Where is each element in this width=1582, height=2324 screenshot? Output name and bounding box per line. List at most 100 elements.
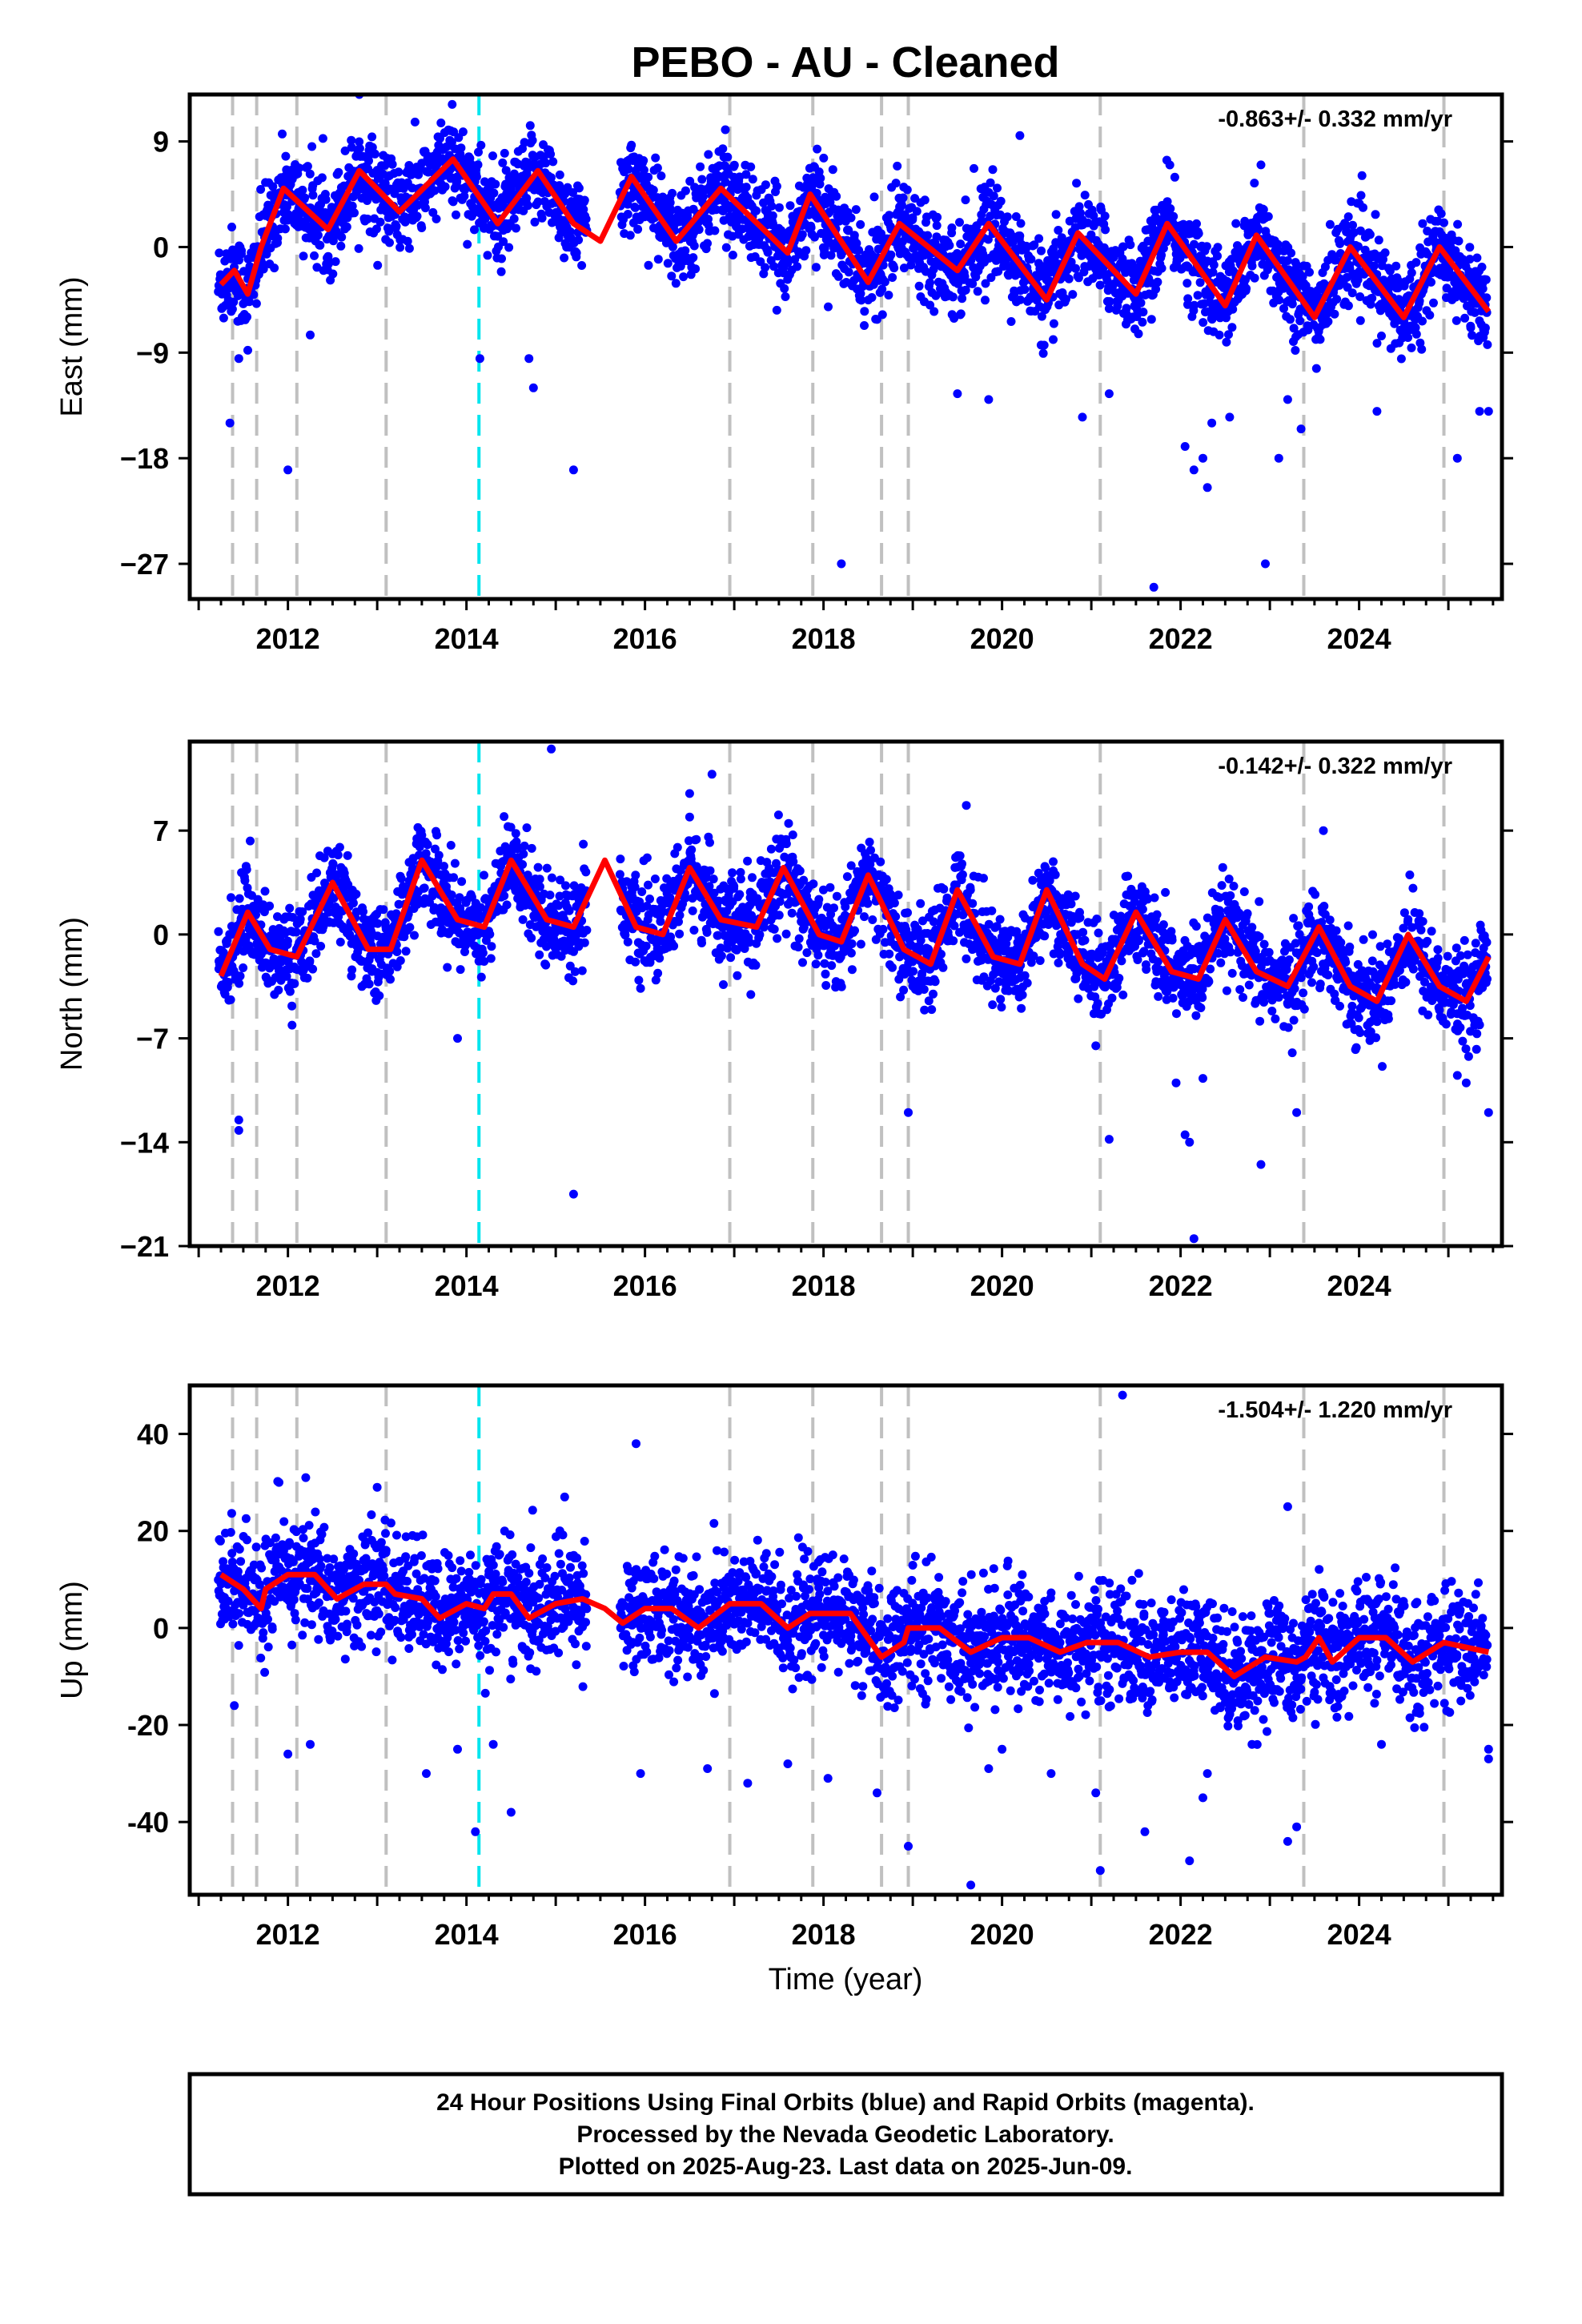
east-point: [797, 230, 807, 239]
north-point: [950, 921, 959, 931]
north-point: [527, 843, 536, 853]
east-point: [1391, 261, 1401, 271]
north-point: [379, 905, 388, 915]
north-point: [705, 838, 714, 847]
east-outlier-point: [243, 345, 252, 355]
east-point: [1072, 179, 1082, 188]
east-point: [981, 279, 990, 288]
north-point: [697, 939, 706, 947]
east-point: [651, 153, 661, 163]
north-point: [769, 924, 779, 934]
east-point: [474, 147, 483, 157]
east-point: [1396, 354, 1406, 364]
east-point: [681, 246, 690, 255]
east-point: [1136, 298, 1146, 308]
east-point: [806, 223, 816, 232]
east-point: [1355, 316, 1365, 325]
east-point: [480, 177, 489, 187]
north-point: [893, 891, 903, 900]
east-point: [729, 160, 739, 170]
east-point: [385, 238, 394, 247]
north-point: [729, 882, 739, 891]
east-point: [1118, 254, 1127, 263]
north-point: [476, 972, 486, 982]
east-point: [737, 224, 747, 234]
east-point: [1138, 308, 1148, 317]
east-point: [555, 170, 564, 179]
north-point: [295, 915, 305, 924]
north-point: [705, 882, 714, 891]
north-point: [568, 976, 578, 986]
east-point: [1356, 191, 1366, 200]
east-point: [926, 300, 935, 310]
east-point: [1026, 255, 1036, 264]
east-point: [1105, 297, 1114, 306]
east-point: [1118, 242, 1128, 251]
east-point: [1379, 255, 1387, 264]
north-point: [651, 975, 661, 985]
east-point: [665, 198, 675, 207]
east-point: [902, 185, 912, 195]
north-point: [274, 985, 283, 995]
east-ytick-label: −18: [120, 442, 169, 475]
east-point: [1015, 295, 1025, 304]
north-point: [392, 947, 402, 956]
north-point: [773, 810, 783, 820]
east-point: [1407, 343, 1416, 352]
east-point: [1054, 226, 1063, 235]
east-point: [1192, 219, 1201, 228]
east-point: [639, 156, 648, 165]
east-point: [772, 182, 781, 191]
east-point: [1076, 208, 1085, 218]
north-point: [644, 880, 652, 890]
north-point: [413, 894, 423, 903]
east-point: [370, 149, 379, 159]
east-point: [1157, 251, 1166, 260]
east-point: [430, 186, 440, 195]
east-point: [347, 135, 356, 145]
east-point: [920, 195, 930, 205]
north-point: [675, 911, 685, 920]
north-point: [311, 949, 321, 959]
east-point: [233, 291, 243, 300]
east-point: [1247, 261, 1257, 271]
north-point: [673, 842, 682, 852]
east-point: [1102, 275, 1112, 285]
east-point: [857, 296, 866, 305]
east-point: [456, 143, 466, 153]
north-point: [303, 973, 312, 983]
east-point: [1423, 227, 1432, 235]
north-point: [809, 879, 818, 889]
east-point: [1169, 211, 1178, 221]
east-point: [741, 170, 751, 179]
east-point: [1122, 304, 1131, 313]
east-point: [633, 224, 643, 234]
east-point: [947, 223, 957, 232]
east-point: [394, 167, 404, 177]
east-point: [832, 191, 841, 201]
north-point: [478, 948, 488, 958]
east-point: [496, 267, 506, 276]
east-point: [978, 249, 988, 259]
east-point: [897, 200, 906, 210]
north-point: [502, 900, 512, 910]
north-point: [432, 830, 442, 840]
east-point: [227, 223, 236, 231]
north-point: [283, 936, 292, 946]
east-point: [1348, 220, 1357, 230]
north-point: [332, 870, 342, 879]
east-point: [1357, 171, 1367, 180]
east-point: [681, 186, 690, 195]
east-point: [1367, 293, 1377, 303]
east-point: [860, 321, 869, 330]
east-point: [1049, 335, 1058, 344]
north-point: [822, 903, 832, 912]
east-point: [811, 263, 821, 272]
east-point: [312, 263, 322, 272]
east-point: [303, 162, 312, 171]
east-point: [884, 291, 893, 300]
north-point: [375, 991, 384, 1000]
east-point: [828, 165, 837, 175]
east-point: [299, 251, 308, 261]
